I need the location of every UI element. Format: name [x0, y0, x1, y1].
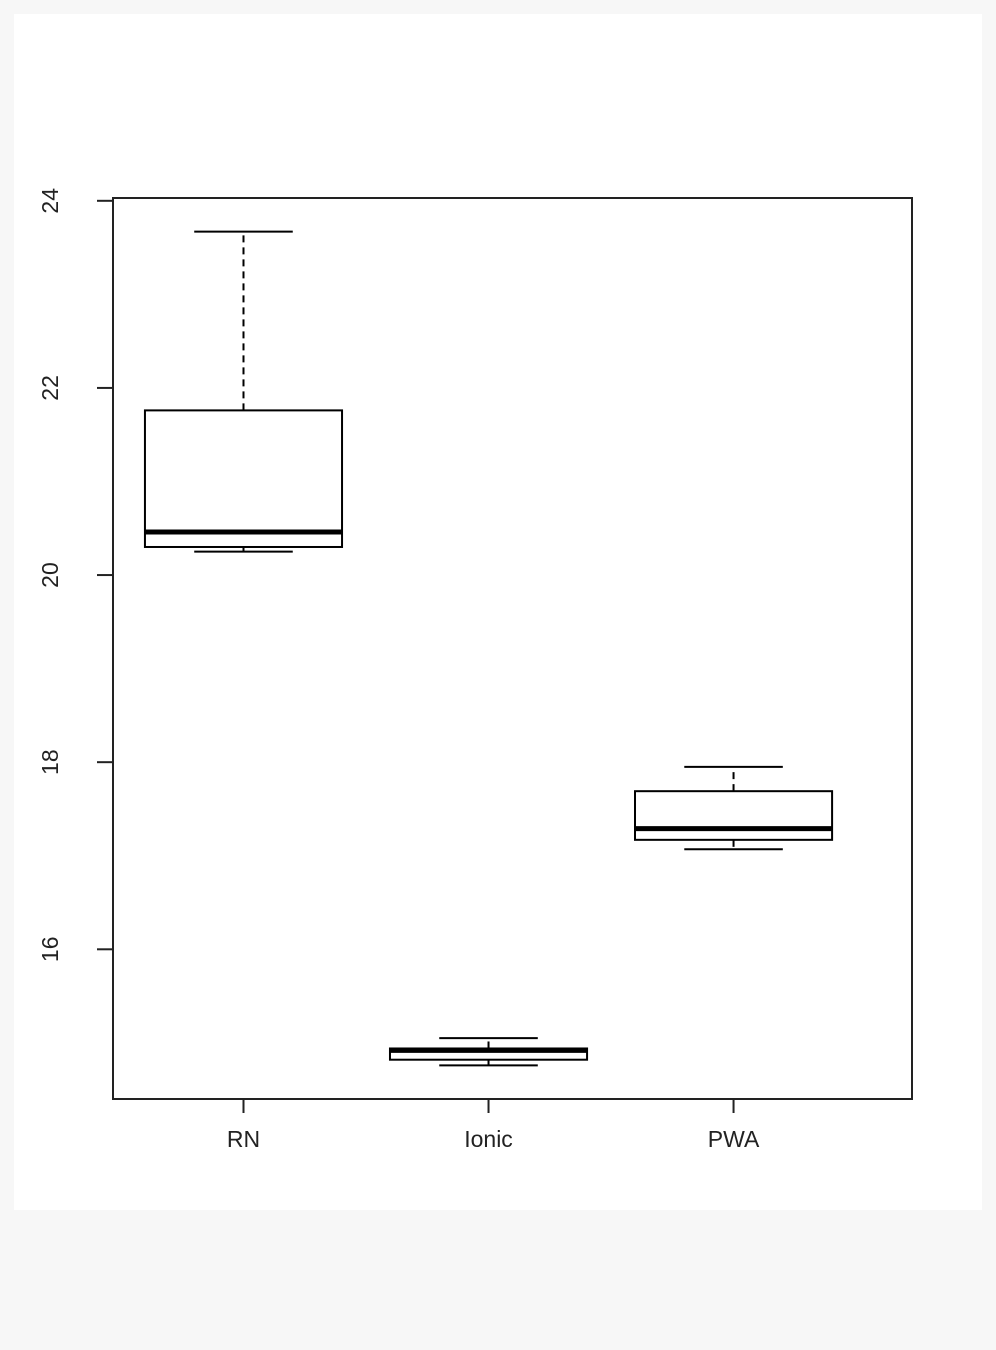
plot-frame	[112, 197, 913, 1100]
x-tick-label: PWA	[708, 1126, 760, 1152]
y-tick-label: 16	[37, 937, 63, 963]
box	[634, 790, 834, 841]
x-tick-label: Ionic	[464, 1126, 513, 1152]
y-tick-label: 22	[37, 375, 63, 401]
plot-background	[14, 14, 982, 1210]
y-tick-label: 24	[37, 188, 63, 214]
x-tick-label: RN	[227, 1126, 260, 1152]
box	[143, 409, 344, 548]
y-tick-label: 18	[37, 749, 63, 775]
y-tick-label: 20	[37, 562, 63, 588]
